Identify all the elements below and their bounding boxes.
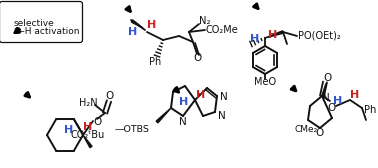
Text: H: H bbox=[129, 27, 138, 37]
Text: N: N bbox=[220, 92, 228, 102]
Text: C–H activation: C–H activation bbox=[14, 28, 79, 36]
Text: H: H bbox=[84, 122, 93, 132]
Text: N: N bbox=[179, 117, 187, 127]
Text: O: O bbox=[327, 103, 335, 113]
Text: H₂N: H₂N bbox=[79, 98, 97, 108]
Text: PO(OEt)₂: PO(OEt)₂ bbox=[297, 30, 340, 40]
Text: O: O bbox=[324, 73, 332, 83]
Text: CO₂Me: CO₂Me bbox=[206, 25, 239, 35]
Text: O: O bbox=[193, 53, 201, 63]
Text: N₂: N₂ bbox=[199, 16, 211, 26]
Text: H: H bbox=[333, 96, 342, 106]
Text: O: O bbox=[94, 117, 102, 127]
Text: CO₂ᵗBu: CO₂ᵗBu bbox=[71, 130, 105, 140]
Text: —OTBS: —OTBS bbox=[114, 125, 149, 135]
Text: H: H bbox=[350, 90, 359, 100]
Text: H: H bbox=[197, 90, 206, 100]
Text: N: N bbox=[322, 93, 330, 103]
Text: N: N bbox=[218, 111, 226, 121]
Text: H: H bbox=[180, 97, 189, 107]
Polygon shape bbox=[131, 20, 143, 28]
Text: CMe₂: CMe₂ bbox=[294, 125, 318, 135]
Text: selective: selective bbox=[14, 19, 55, 29]
Text: H: H bbox=[147, 20, 156, 30]
Polygon shape bbox=[83, 135, 92, 148]
Text: O: O bbox=[105, 91, 113, 101]
Text: H: H bbox=[250, 34, 260, 44]
Polygon shape bbox=[156, 108, 171, 123]
Polygon shape bbox=[265, 31, 284, 38]
Text: H: H bbox=[268, 30, 277, 40]
Text: H: H bbox=[64, 125, 74, 135]
Text: MeO: MeO bbox=[254, 77, 276, 87]
FancyBboxPatch shape bbox=[0, 2, 82, 43]
Text: O: O bbox=[316, 128, 324, 138]
Text: Ph: Ph bbox=[149, 57, 161, 67]
Text: Ph: Ph bbox=[364, 105, 376, 115]
